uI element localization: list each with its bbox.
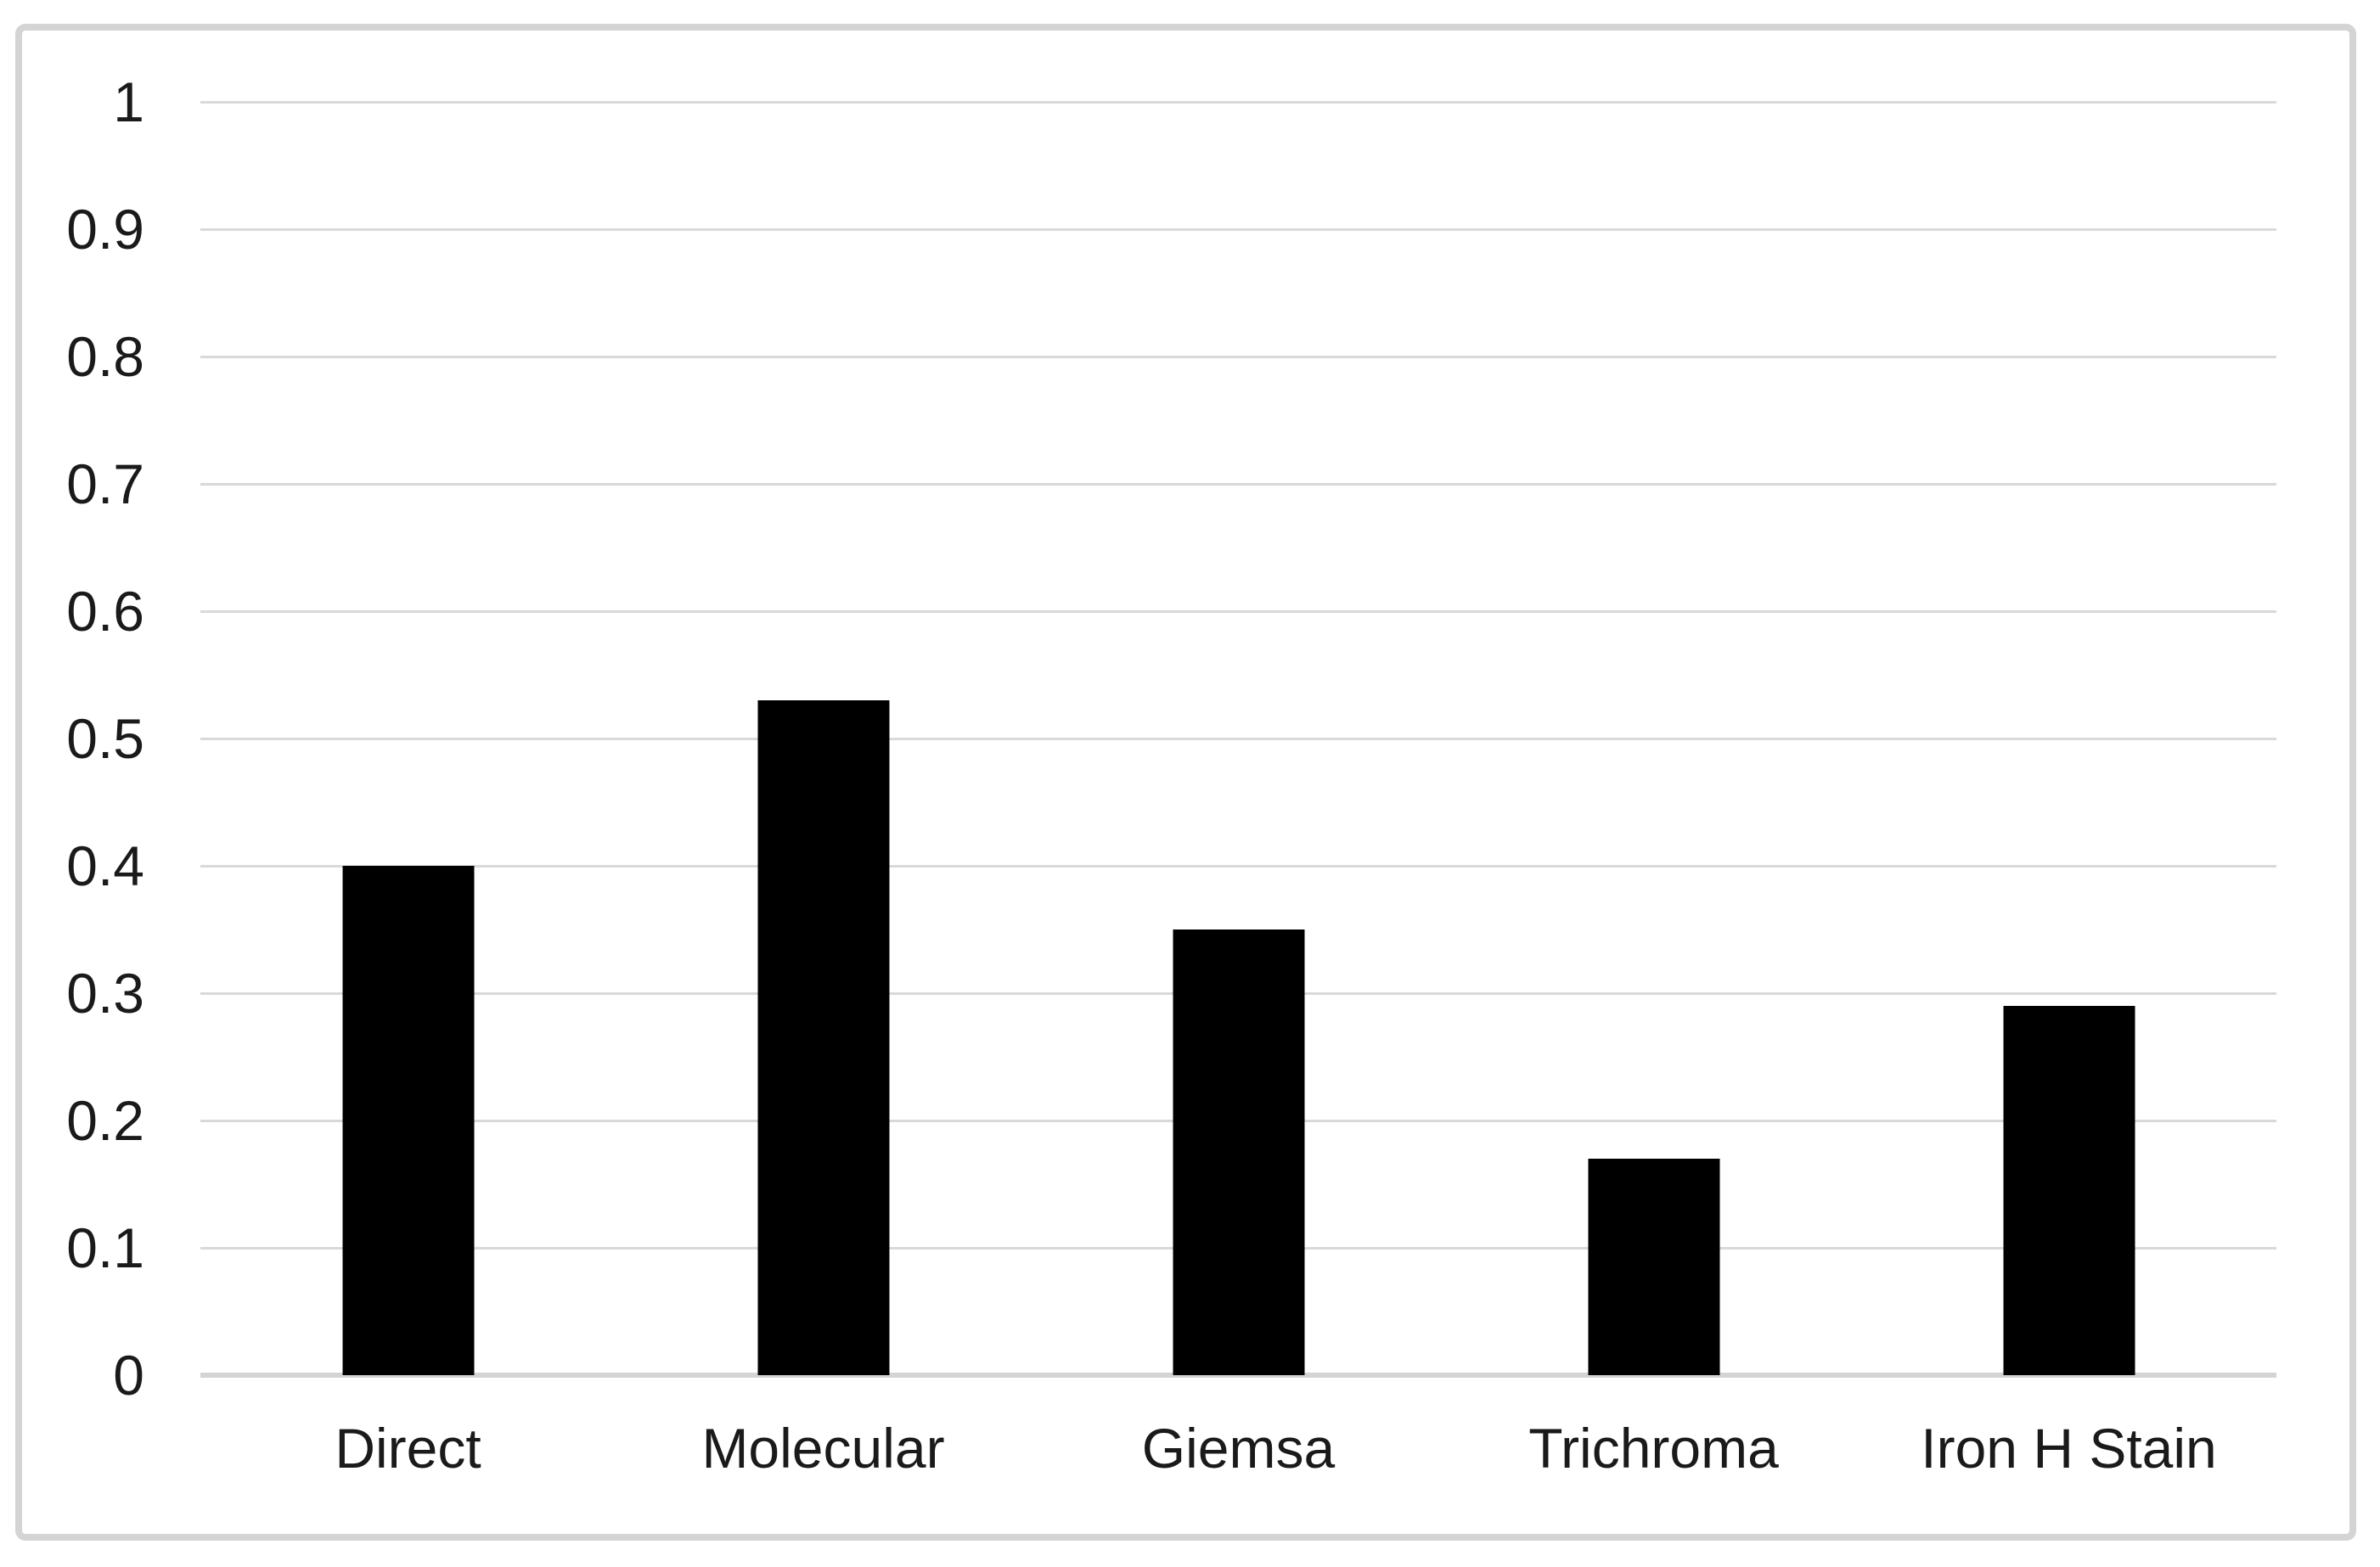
y-tick-label-0-5: 0.5 <box>66 707 144 770</box>
y-tick-label-0-6: 0.6 <box>66 580 144 643</box>
y-tick-label-0-9: 0.9 <box>66 198 144 261</box>
category-label-trichroma: Trichroma <box>1528 1417 1779 1480</box>
category-slot-iron-h-stain <box>1861 102 2276 1375</box>
plot-area <box>200 101 2276 1378</box>
y-tick-label-0-2: 0.2 <box>66 1089 144 1152</box>
y-tick-label-1: 1 <box>113 70 144 133</box>
bar-iron-h-stain <box>2003 1006 2135 1375</box>
gridline-0-9 <box>200 228 2276 231</box>
chart-frame <box>15 24 2356 1541</box>
gridline-0-4 <box>200 865 2276 868</box>
category-slot-molecular <box>616 102 1031 1375</box>
gridline-0-6 <box>200 610 2276 613</box>
bar-direct <box>342 866 474 1375</box>
category-label-giemsa: Giemsa <box>1141 1417 1336 1480</box>
category-slot-trichroma <box>1446 102 1861 1375</box>
category-label-molecular: Molecular <box>701 1417 945 1480</box>
y-tick-label-0-4: 0.4 <box>66 834 144 897</box>
y-tick-label-0-8: 0.8 <box>66 325 144 388</box>
y-tick-label-0: 0 <box>113 1344 144 1407</box>
bars-layer <box>200 102 2276 1375</box>
x-axis-category-labels: Direct Molecular Giemsa Trichroma Iron H Sta… <box>200 1416 2276 1480</box>
y-tick-label-0-7: 0.7 <box>66 452 144 515</box>
gridline-1 <box>200 101 2276 104</box>
y-tick-label-0-3: 0.3 <box>66 962 144 1025</box>
category-slot-giemsa <box>1031 102 1446 1375</box>
bar-trichroma <box>1588 1159 1719 1375</box>
gridline-0-7 <box>200 483 2276 486</box>
x-axis-line <box>200 1373 2276 1378</box>
category-slot-direct <box>200 102 616 1375</box>
y-tick-label-0-1: 0.1 <box>66 1216 144 1279</box>
bar-molecular <box>757 700 889 1375</box>
category-label-iron-h-stain: Iron H Stain <box>1921 1417 2217 1480</box>
gridline-0-5 <box>200 738 2276 740</box>
bar-giemsa <box>1173 930 1304 1375</box>
gridline-0-8 <box>200 356 2276 358</box>
category-label-direct: Direct <box>335 1417 481 1480</box>
